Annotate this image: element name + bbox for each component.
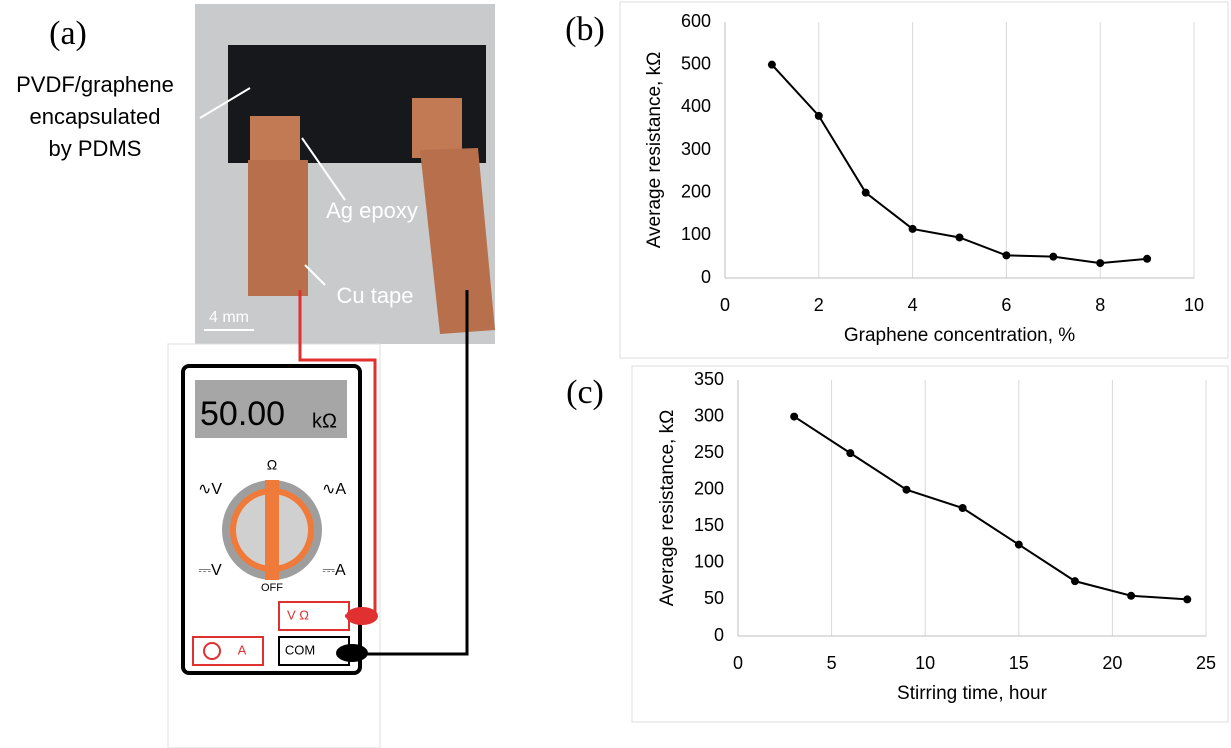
y-tick-label: 200 bbox=[694, 478, 724, 498]
probe bbox=[346, 607, 378, 625]
data-point bbox=[790, 412, 799, 421]
data-point bbox=[846, 449, 855, 458]
black-lead bbox=[345, 290, 469, 656]
data-point bbox=[1049, 252, 1058, 261]
dial-label: ⎓V bbox=[198, 562, 222, 579]
data-point bbox=[861, 188, 870, 197]
port-label: V Ω bbox=[287, 607, 309, 622]
chart-frame bbox=[631, 365, 1229, 723]
dial-label: ⎓A bbox=[322, 562, 346, 579]
x-tick-label: 25 bbox=[1196, 653, 1216, 673]
y-tick-label: 500 bbox=[681, 53, 711, 73]
arrow bbox=[304, 264, 326, 286]
cu-tape-left bbox=[248, 160, 308, 296]
y-axis-label: Average resistance, kΩ bbox=[657, 410, 678, 607]
data-point bbox=[1014, 540, 1023, 549]
y-tick-label: 200 bbox=[681, 181, 711, 201]
scale-label: 4 mm bbox=[209, 309, 249, 326]
dial-label: Ω bbox=[267, 457, 277, 473]
data-point bbox=[1183, 595, 1192, 604]
cu-tape-right bbox=[420, 148, 495, 334]
x-tick-label: 8 bbox=[1095, 295, 1105, 315]
data-line bbox=[793, 415, 1188, 601]
tape-label: Cu tape bbox=[336, 283, 413, 308]
data-point bbox=[955, 233, 964, 242]
x-tick-label: 0 bbox=[733, 653, 743, 673]
port-label: A bbox=[238, 642, 247, 657]
dial-label: OFF bbox=[261, 582, 283, 594]
y-axis-label: Average resistance, kΩ bbox=[644, 52, 665, 249]
arrow bbox=[199, 87, 251, 119]
y-tick-label: 0 bbox=[701, 267, 711, 287]
display-unit: kΩ bbox=[312, 410, 337, 432]
x-tick-label: 15 bbox=[1009, 653, 1029, 673]
port-icon bbox=[203, 642, 221, 660]
y-tick-label: 100 bbox=[694, 552, 724, 572]
x-tick-label: 10 bbox=[1184, 295, 1204, 315]
data-point bbox=[1070, 577, 1079, 586]
y-tick-label: 400 bbox=[681, 96, 711, 116]
x-axis-label: Stirring time, hour bbox=[897, 683, 1048, 704]
x-tick-label: 20 bbox=[1102, 653, 1122, 673]
x-tick-label: 10 bbox=[915, 653, 935, 673]
data-point bbox=[767, 60, 776, 69]
chart-frame bbox=[619, 1, 1229, 359]
x-tick-label: 0 bbox=[720, 295, 730, 315]
data-point bbox=[814, 111, 823, 120]
meter-frame bbox=[167, 343, 381, 748]
y-tick-label: 300 bbox=[694, 405, 724, 425]
x-tick-label: 6 bbox=[1001, 295, 1011, 315]
probe bbox=[336, 644, 368, 662]
y-tick-label: 250 bbox=[694, 442, 724, 462]
display bbox=[195, 380, 347, 438]
data-point bbox=[1096, 259, 1105, 268]
data-point bbox=[1143, 254, 1152, 263]
y-tick-label: 300 bbox=[681, 139, 711, 159]
y-tick-label: 0 bbox=[714, 625, 724, 645]
y-tick-label: 50 bbox=[704, 588, 724, 608]
panel-label: (a) bbox=[49, 15, 87, 52]
x-tick-label: 2 bbox=[814, 295, 824, 315]
x-axis-label: Graphene concentration, % bbox=[844, 325, 1075, 346]
electrode-label: Ag epoxy bbox=[326, 198, 418, 223]
dial-label: ∿V bbox=[198, 481, 222, 498]
data-point bbox=[1127, 591, 1136, 600]
data-point bbox=[958, 504, 967, 512]
sample-label: encapsulated bbox=[30, 104, 161, 129]
data-point bbox=[1002, 251, 1011, 260]
sample-label: by PDMS bbox=[49, 136, 142, 161]
ag-epoxy-pad bbox=[412, 98, 462, 158]
sample-label: PVDF/graphene bbox=[16, 72, 174, 97]
display-value: 50.00 bbox=[200, 395, 285, 433]
y-tick-label: 600 bbox=[681, 11, 711, 31]
x-tick-label: 4 bbox=[908, 295, 918, 315]
panel-label: (c) bbox=[566, 374, 604, 411]
y-tick-label: 150 bbox=[694, 515, 724, 535]
arrow bbox=[301, 137, 346, 201]
dial-label: ∿A bbox=[322, 481, 346, 498]
panel-label: (b) bbox=[565, 11, 605, 48]
port-label: COM bbox=[285, 642, 315, 657]
data-line bbox=[771, 63, 1148, 265]
dial-knob bbox=[265, 480, 279, 580]
ag-epoxy-pad bbox=[250, 116, 300, 162]
y-tick-label: 350 bbox=[694, 369, 724, 389]
x-tick-label: 5 bbox=[827, 653, 837, 673]
y-tick-label: 100 bbox=[681, 224, 711, 244]
data-point bbox=[908, 224, 917, 233]
data-point bbox=[902, 485, 911, 494]
